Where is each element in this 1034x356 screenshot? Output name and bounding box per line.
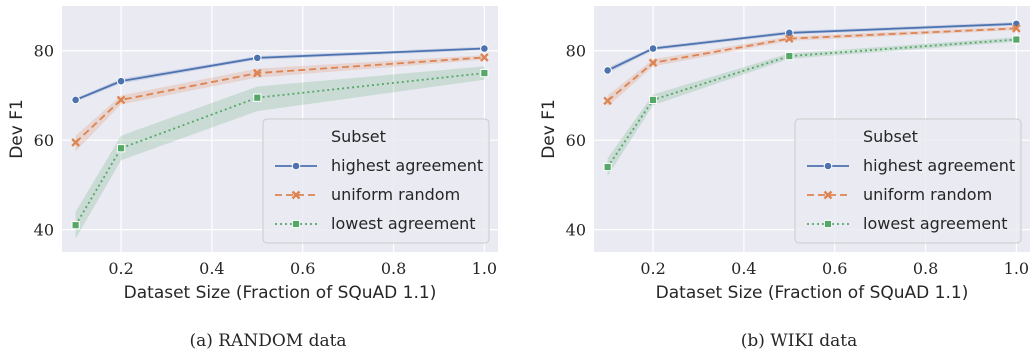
series-uniform-random [603,24,1021,107]
y-tick-label: 40 [566,221,586,240]
legend: Subset highest agreement uniform random low… [794,118,1022,244]
series-line [75,56,485,144]
data-point [784,28,794,38]
x-tick-label: 0.2 [640,259,665,278]
series-line [606,38,1017,168]
data-point [603,96,612,106]
y-tick-label: 80 [566,42,586,61]
data-point [784,34,794,43]
series-layer [603,19,1021,176]
data-point [480,68,489,78]
x-tick-label: 0.6 [822,259,847,278]
x-tick-label: 0.8 [913,259,938,278]
legend-label: uniform random [863,185,992,204]
chart-panel-a: 0.2 0.4 0.6 0.8 1.0 40 60 80 Dataset Size (Fract… [7,6,498,351]
y-tick-label: 40 [34,221,54,240]
x-tick-label: 1.0 [472,259,497,278]
data-point [1012,24,1021,33]
data-point [648,58,658,68]
series-lowest-agreement [603,35,1021,176]
legend-label: uniform random [331,185,460,204]
data-point [71,138,80,147]
y-tick-label: 80 [34,42,54,61]
series-line [74,72,485,226]
legend-label: lowest agreement [863,214,1008,233]
legend-marker [291,190,301,200]
data-point [253,93,262,102]
series-line [75,47,485,101]
series-line [607,22,1017,72]
x-axis-label: Dataset Size (Fraction of SQuAD 1.1) [656,283,969,303]
legend-marker [291,161,301,171]
x-tick-label: 0.2 [108,259,133,278]
data-point [785,51,794,61]
x-tick-label: 0.4 [199,259,224,278]
data-point [480,44,489,53]
legend-marker [291,219,301,229]
series-lowest-agreement [71,66,489,239]
data-point [648,44,658,53]
y-axis-label: Dev F1 [539,99,559,159]
legend-label: highest agreement [331,156,483,175]
data-point [116,144,126,153]
data-point [71,221,80,230]
legend-marker [823,190,833,200]
legend-marker [823,219,833,229]
data-point [252,68,262,78]
legend-title: Subset [863,127,918,146]
legend-marker [823,161,833,171]
x-tick-label: 1.0 [1004,259,1029,278]
legend-label: highest agreement [863,156,1015,175]
x-axis-label: Dataset Size (Fraction of SQuAD 1.1) [124,283,437,303]
series-highest-agreement [71,44,489,105]
legend-title: Subset [331,127,386,146]
figure-caption: (a) RANDOM data [189,331,346,351]
data-point [116,95,126,105]
chart-panel-b: 0.2 0.4 0.6 0.8 1.0 40 60 80 Dataset Size (Fract… [539,6,1030,351]
y-tick-label: 60 [566,131,586,150]
data-point [71,95,80,105]
confidence-band [75,55,485,152]
legend: Subset highest agreement uniform random low… [262,118,490,244]
series-line [607,27,1017,102]
series-layer [71,44,489,239]
data-point [480,53,489,62]
x-tick-label: 0.8 [381,259,406,278]
data-point [1012,35,1021,44]
data-point [252,53,262,63]
legend-label: lowest agreement [331,214,476,233]
series-uniform-random [71,53,489,152]
series-highest-agreement [603,19,1021,75]
y-axis-label: Dev F1 [7,99,27,159]
data-point [116,76,126,86]
confidence-band [75,66,485,239]
data-point [603,162,612,172]
x-tick-label: 0.4 [731,259,756,278]
figure-caption: (b) WIKI data [741,331,858,351]
data-point [648,95,658,105]
legend-frame [794,118,1022,244]
y-tick-label: 60 [34,131,54,150]
data-point [603,66,612,75]
x-tick-label: 0.6 [290,259,315,278]
legend-frame [262,118,490,244]
